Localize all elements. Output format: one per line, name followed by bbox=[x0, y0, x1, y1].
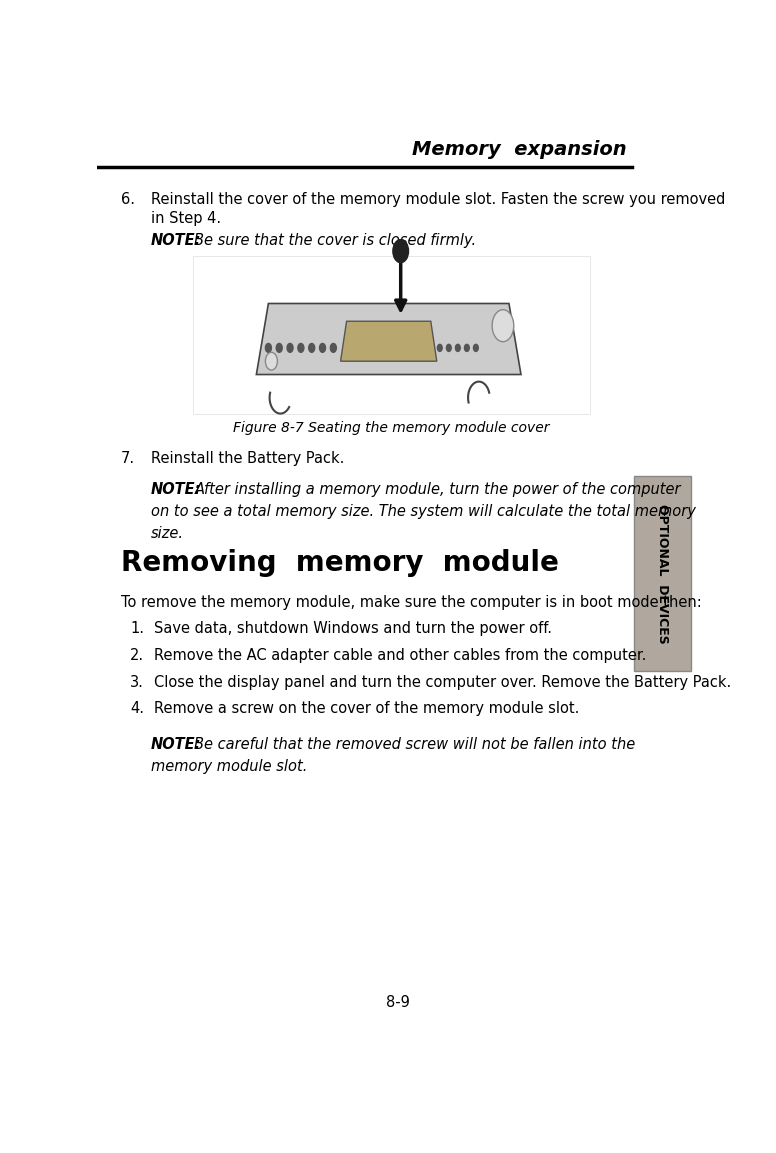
Text: Reinstall the Battery Pack.: Reinstall the Battery Pack. bbox=[151, 451, 345, 466]
Text: NOTE:: NOTE: bbox=[151, 737, 202, 752]
Text: Close the display panel and turn the computer over. Remove the Battery Pack.: Close the display panel and turn the com… bbox=[154, 675, 732, 689]
Polygon shape bbox=[256, 303, 521, 375]
Circle shape bbox=[309, 344, 315, 353]
Text: Remove the AC adapter cable and other cables from the computer.: Remove the AC adapter cable and other ca… bbox=[154, 648, 646, 663]
Circle shape bbox=[265, 344, 272, 353]
Circle shape bbox=[287, 344, 293, 353]
Text: OPTIONAL  DEVICES: OPTIONAL DEVICES bbox=[656, 504, 670, 643]
Text: Remove a screw on the cover of the memory module slot.: Remove a screw on the cover of the memor… bbox=[154, 701, 580, 716]
Circle shape bbox=[276, 344, 282, 353]
Text: 8-9: 8-9 bbox=[386, 995, 410, 1010]
Polygon shape bbox=[341, 322, 437, 361]
FancyBboxPatch shape bbox=[193, 256, 590, 414]
Text: Removing  memory  module: Removing memory module bbox=[121, 549, 559, 576]
Circle shape bbox=[473, 345, 478, 352]
Text: NOTE:: NOTE: bbox=[151, 233, 202, 248]
Text: Be careful that the removed screw will not be fallen into the: Be careful that the removed screw will n… bbox=[195, 737, 636, 752]
Text: size.: size. bbox=[151, 526, 184, 541]
Circle shape bbox=[456, 345, 460, 352]
Circle shape bbox=[492, 310, 514, 341]
Text: Memory  expansion: Memory expansion bbox=[411, 140, 626, 159]
Text: 6.: 6. bbox=[121, 191, 135, 206]
Circle shape bbox=[320, 344, 326, 353]
Text: NOTE:: NOTE: bbox=[151, 482, 202, 497]
Text: 3.: 3. bbox=[130, 675, 144, 689]
Text: Reinstall the cover of the memory module slot. Fasten the screw you removed: Reinstall the cover of the memory module… bbox=[151, 191, 726, 206]
Circle shape bbox=[265, 353, 277, 370]
Text: After installing a memory module, turn the power of the computer: After installing a memory module, turn t… bbox=[195, 482, 681, 497]
Text: 7.: 7. bbox=[121, 451, 135, 466]
Text: Figure 8-7 Seating the memory module cover: Figure 8-7 Seating the memory module cov… bbox=[234, 421, 550, 435]
Text: 4.: 4. bbox=[130, 701, 144, 716]
Text: Be sure that the cover is closed firmly.: Be sure that the cover is closed firmly. bbox=[195, 233, 476, 248]
Circle shape bbox=[446, 345, 451, 352]
Circle shape bbox=[438, 345, 442, 352]
Circle shape bbox=[393, 240, 408, 263]
FancyBboxPatch shape bbox=[634, 476, 691, 671]
Text: To remove the memory module, make sure the computer is in boot mode then:: To remove the memory module, make sure t… bbox=[121, 595, 702, 610]
Text: Save data, shutdown Windows and turn the power off.: Save data, shutdown Windows and turn the… bbox=[154, 621, 553, 636]
Text: memory module slot.: memory module slot. bbox=[151, 759, 307, 774]
Circle shape bbox=[331, 344, 336, 353]
Circle shape bbox=[465, 345, 469, 352]
Text: in Step 4.: in Step 4. bbox=[151, 211, 221, 226]
Circle shape bbox=[298, 344, 304, 353]
Text: on to see a total memory size. The system will calculate the total memory: on to see a total memory size. The syste… bbox=[151, 504, 696, 519]
Text: 1.: 1. bbox=[130, 621, 144, 636]
Text: 2.: 2. bbox=[130, 648, 144, 663]
